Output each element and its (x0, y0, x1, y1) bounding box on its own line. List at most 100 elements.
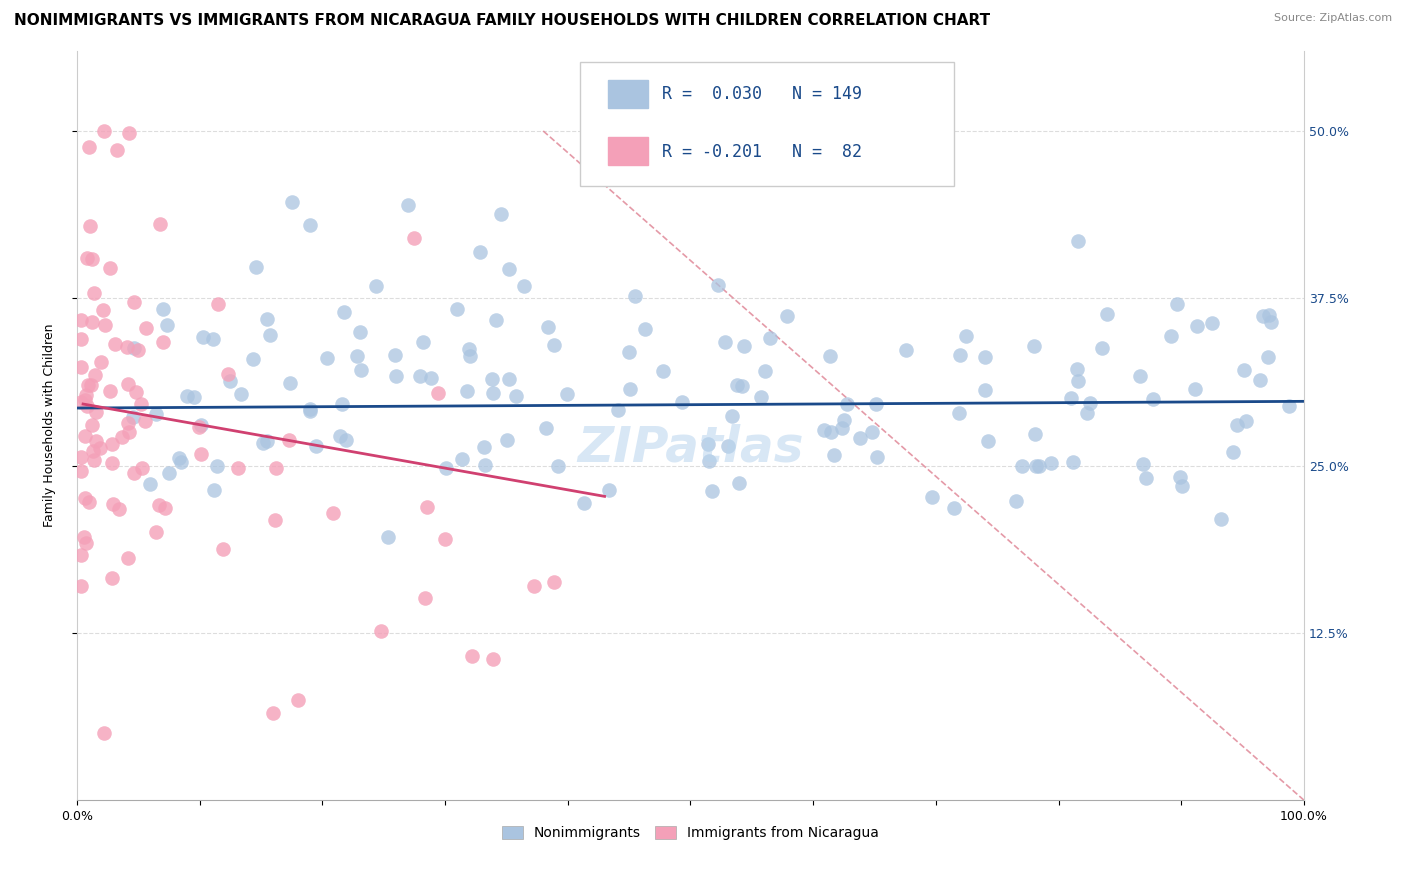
Point (93, 726, 115, 740)
Point (1039, 456, 1062, 470)
Point (377, 530, 399, 544)
Point (955, 329, 977, 343)
Point (152, 334, 174, 349)
Point (170, 455, 193, 469)
Bar (609, 136, 648, 165)
Point (149, 217, 172, 231)
Point (101, 571, 124, 585)
Point (458, 349, 481, 363)
Point (281, 194, 304, 209)
Point (696, 437, 718, 451)
Point (76, 388, 98, 402)
Point (416, 500, 439, 514)
Point (1234, 413, 1257, 427)
Legend: Nonimmigrants, Immigrants from Nicaragua: Nonimmigrants, Immigrants from Nicaragua (496, 821, 884, 846)
Point (229, 387, 252, 401)
Text: Source: ZipAtlas.com: Source: ZipAtlas.com (1274, 13, 1392, 23)
Point (707, 278, 730, 293)
Point (1028, 458, 1050, 473)
Point (1222, 445, 1244, 459)
Point (1132, 457, 1154, 471)
Point (652, 364, 675, 378)
Point (481, 372, 503, 386)
Point (118, 425, 141, 439)
Point (1078, 396, 1101, 410)
Point (335, 433, 357, 447)
Point (183, 391, 205, 405)
Point (207, 297, 229, 311)
Point (205, 459, 228, 474)
Point (211, 541, 233, 556)
Point (402, 231, 425, 245)
Point (122, 342, 145, 356)
Point (1260, 316, 1282, 330)
Point (145, 407, 167, 421)
Point (134, 414, 156, 428)
Point (458, 342, 481, 356)
Point (974, 383, 997, 397)
Point (219, 375, 242, 389)
Point (820, 425, 842, 439)
Point (921, 490, 943, 504)
Point (1160, 329, 1182, 343)
Point (94, 318, 117, 332)
Text: ZIPatlas: ZIPatlas (578, 424, 804, 472)
Point (316, 351, 339, 365)
Point (948, 406, 970, 420)
Point (1257, 308, 1279, 322)
Point (776, 310, 799, 324)
Point (69, 450, 91, 464)
Point (349, 325, 371, 339)
Point (190, 447, 212, 461)
Point (572, 496, 595, 510)
Point (263, 512, 285, 526)
Point (153, 501, 176, 516)
Point (242, 351, 264, 366)
Point (69, 548, 91, 562)
Point (1129, 368, 1152, 383)
Point (1066, 362, 1088, 376)
Point (1076, 406, 1098, 420)
Point (75, 536, 97, 550)
Point (619, 382, 641, 396)
Point (396, 197, 419, 211)
Point (69, 359, 91, 374)
Point (245, 260, 267, 274)
Point (606, 403, 628, 417)
Point (1095, 307, 1118, 321)
Point (82, 252, 104, 267)
Point (84, 405, 107, 419)
Point (80, 378, 103, 392)
Point (330, 397, 353, 411)
Point (1091, 341, 1114, 355)
Point (1011, 459, 1033, 474)
Y-axis label: Family Households with Children: Family Households with Children (44, 324, 56, 527)
Point (90, 355, 112, 369)
Point (256, 434, 278, 448)
Point (813, 423, 835, 437)
Point (202, 483, 225, 497)
Point (366, 278, 388, 293)
Point (117, 417, 139, 431)
Point (79, 219, 101, 233)
Point (866, 450, 889, 464)
Point (73, 530, 96, 544)
Point (505, 389, 527, 403)
Point (264, 461, 287, 475)
Point (461, 648, 484, 663)
Point (1184, 382, 1206, 396)
Point (474, 458, 496, 472)
Point (169, 451, 191, 466)
Point (1168, 469, 1191, 483)
Point (408, 369, 430, 384)
Point (69, 394, 91, 409)
Point (93, 124, 115, 138)
Point (725, 377, 748, 392)
Point (80, 315, 103, 329)
Point (159, 466, 181, 480)
Point (176, 388, 198, 402)
Point (485, 313, 508, 327)
Point (135, 320, 157, 334)
Point (481, 652, 503, 666)
Text: R = -0.201   N =  82: R = -0.201 N = 82 (662, 143, 862, 161)
